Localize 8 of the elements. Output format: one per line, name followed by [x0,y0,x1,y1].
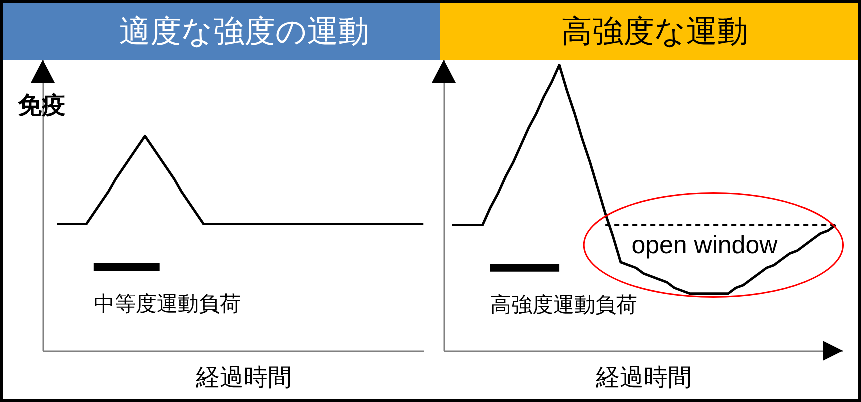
chart-title: 高強度な運動 [562,12,748,50]
y-axis-title: 免疫 [17,92,66,120]
chart-title: 適度な強度の運動 [120,12,370,50]
series-label: 高強度運動負荷 [490,294,638,318]
annotation: open window [632,231,779,260]
x-axis-title: 経過時間 [195,364,292,392]
series-label: 中等度運動負荷 [94,293,241,316]
x-axis-title: 経過時間 [595,364,692,392]
